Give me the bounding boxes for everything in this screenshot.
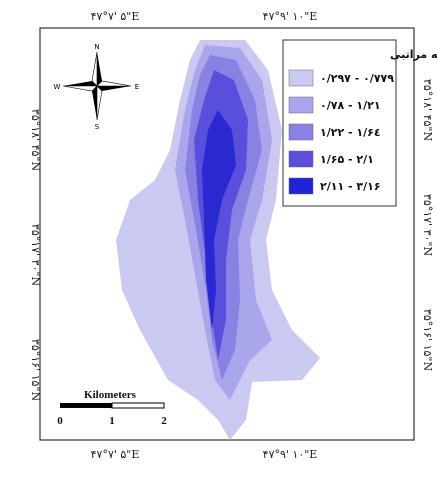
coord-bottom: ۴۷°۷' ۵"E <box>91 448 140 461</box>
scale-seg <box>60 403 112 408</box>
scale-seg <box>111 402 165 409</box>
compass-s: S <box>95 123 100 131</box>
scale-title: Kilometers <box>84 389 137 401</box>
legend-title: تحلیل سلسله مراتبی <box>390 48 437 61</box>
coord-top: ۴۷°۹' ۱۰"E <box>263 10 318 23</box>
legend-label: ۰/۲۹۷ - ۰/۷۷۹ <box>320 72 394 85</box>
legend-swatch <box>288 150 314 168</box>
north-arrow: N S E W <box>54 43 140 131</box>
scale-label: 2 <box>161 415 167 427</box>
legend-label: ۱/۶۵ - ۲/۱ <box>320 153 374 166</box>
legend-label: ۲/۱۱ - ۳/۱۶ <box>320 180 381 193</box>
study-area <box>116 40 320 440</box>
compass-e: E <box>135 83 139 91</box>
coord-left: ۳۵°۱۶' ۱۵"N <box>29 339 42 402</box>
legend-swatch <box>288 96 314 114</box>
coordinates: ۴۷°۷' ۵"E ۴۷°۹' ۱۰"E ۴۷°۷' ۵"E ۴۷°۹' ۱۰"E ۳۵… <box>29 10 434 461</box>
compass-w: W <box>54 83 61 91</box>
coord-top: ۴۷°۷' ۵"E <box>91 10 140 23</box>
legend: تحلیل سلسله مراتبی ۰/۲۹۷ - ۰/۷۷۹ ۰/۷۸ - ۱… <box>282 39 437 207</box>
compass-n: N <box>94 43 99 51</box>
legend-label: ۰/۷۸ - ۱/۲۱ <box>320 99 381 112</box>
coord-bottom: ۴۷°۹' ۱۰"E <box>263 448 318 461</box>
coord-left: ۳۵°۱۸' ۴۵"N <box>29 109 42 172</box>
legend-swatch <box>288 123 314 141</box>
coord-right: ۳۵°۱۷' ۳۰"N <box>421 194 434 257</box>
scale-bar: Kilometers 0 1 2 <box>57 389 167 427</box>
legend-label: ۱/۲۲ - ۱/۶٤ <box>320 126 381 139</box>
coord-right: ۳۵°۱۸' ۴۵"N <box>421 79 434 142</box>
coord-left: ۳۵°۱۷' ۳۰"N <box>29 224 42 287</box>
coord-right: ۳۵°۱۶' ۱۵"N <box>421 309 434 372</box>
scale-label: 0 <box>57 415 63 427</box>
zone-high <box>202 110 236 330</box>
legend-swatch <box>288 177 314 195</box>
scale-label: 1 <box>109 415 115 427</box>
legend-swatch <box>288 69 314 87</box>
